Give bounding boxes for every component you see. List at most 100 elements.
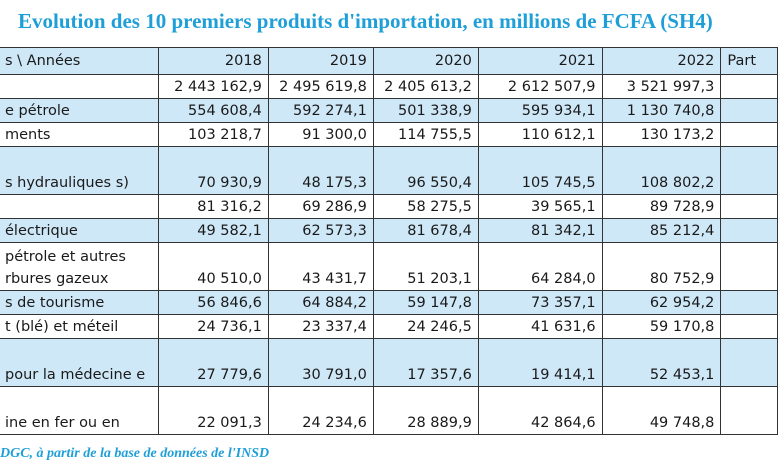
value-cell: 81 342,1 bbox=[477, 218, 603, 243]
value-cell: 80 752,9 bbox=[601, 242, 722, 291]
share-cell bbox=[720, 386, 778, 435]
header-cell-year: 2018 bbox=[157, 47, 269, 75]
value-cell: 554 608,4 bbox=[157, 98, 269, 123]
value-cell: 24 246,5 bbox=[372, 314, 479, 339]
value-cell: 130 173,2 bbox=[601, 122, 722, 147]
value-cell: 24 234,6 bbox=[267, 386, 374, 435]
value-cell: 64 884,2 bbox=[267, 290, 374, 315]
table-row: 2 443 162,9 2 495 619,8 2 405 613,2 2 612 5… bbox=[0, 74, 778, 99]
header-cell-products: s \ Années bbox=[0, 47, 159, 75]
product-label-cell: t (blé) et méteil bbox=[0, 314, 159, 339]
value-cell: 69 286,9 bbox=[267, 194, 374, 219]
product-label-cell: électrique bbox=[0, 218, 159, 243]
table-row: pétrole et autres rbures gazeux 40 510,0 4… bbox=[0, 242, 778, 291]
value-cell: 2 405 613,2 bbox=[372, 74, 479, 99]
value-cell: 49 582,1 bbox=[157, 218, 269, 243]
value-cell: 56 846,6 bbox=[157, 290, 269, 315]
product-label-cell: s de tourisme bbox=[0, 290, 159, 315]
value-cell: 96 550,4 bbox=[372, 146, 479, 195]
value-cell: 40 510,0 bbox=[157, 242, 269, 291]
header-cell-share: Part bbox=[720, 47, 778, 75]
table-row: ine en fer ou en 22 091,3 24 234,6 28 889,9… bbox=[0, 386, 778, 435]
value-cell: 592 274,1 bbox=[267, 98, 374, 123]
product-label-cell: ine en fer ou en bbox=[0, 386, 159, 435]
value-cell: 1 130 740,8 bbox=[601, 98, 722, 123]
value-cell: 73 357,1 bbox=[477, 290, 603, 315]
value-cell: 81 678,4 bbox=[372, 218, 479, 243]
value-cell: 62 573,3 bbox=[267, 218, 374, 243]
product-label-cell: pétrole et autres rbures gazeux bbox=[0, 242, 159, 291]
value-cell: 62 954,2 bbox=[601, 290, 722, 315]
value-cell: 19 414,1 bbox=[477, 338, 603, 387]
value-cell: 595 934,1 bbox=[477, 98, 603, 123]
product-label-cell: s hydrauliques s) bbox=[0, 146, 159, 195]
table-row: ments 103 218,7 91 300,0 114 755,5 110 612,1… bbox=[0, 122, 778, 147]
share-cell bbox=[720, 122, 778, 147]
value-cell: 51 203,1 bbox=[372, 242, 479, 291]
value-cell: 59 170,8 bbox=[601, 314, 722, 339]
value-cell: 108 802,2 bbox=[601, 146, 722, 195]
table-row: 81 316,2 69 286,9 58 275,5 39 565,1 89 728,9 bbox=[0, 194, 778, 219]
value-cell: 2 495 619,8 bbox=[267, 74, 374, 99]
imports-table: s \ Années 2018 2019 2020 2021 2022 Part… bbox=[0, 47, 778, 435]
product-label-cell: e pétrole bbox=[0, 98, 159, 123]
value-cell: 58 275,5 bbox=[372, 194, 479, 219]
share-cell bbox=[720, 338, 778, 387]
table-row: s hydrauliques s) 70 930,9 48 175,3 96 550,… bbox=[0, 146, 778, 195]
value-cell: 2 443 162,9 bbox=[157, 74, 269, 99]
table-row: pour la médecine e 27 779,6 30 791,0 17 357… bbox=[0, 338, 778, 387]
value-cell: 114 755,5 bbox=[372, 122, 479, 147]
value-cell: 49 748,8 bbox=[601, 386, 722, 435]
value-cell: 23 337,4 bbox=[267, 314, 374, 339]
table-title-text: Evolution des 10 premiers produits d'imp… bbox=[18, 9, 713, 33]
value-cell: 105 745,5 bbox=[477, 146, 603, 195]
value-cell: 501 338,9 bbox=[372, 98, 479, 123]
value-cell: 27 779,6 bbox=[157, 338, 269, 387]
product-label-cell: pour la médecine e bbox=[0, 338, 159, 387]
value-cell: 42 864,6 bbox=[477, 386, 603, 435]
table-title: Evolution des 10 premiers produits d'imp… bbox=[0, 6, 780, 36]
share-cell bbox=[720, 74, 778, 99]
value-cell: 28 889,9 bbox=[372, 386, 479, 435]
value-cell: 48 175,3 bbox=[267, 146, 374, 195]
value-cell: 52 453,1 bbox=[601, 338, 722, 387]
value-cell: 64 284,0 bbox=[477, 242, 603, 291]
share-cell bbox=[720, 242, 778, 291]
value-cell: 85 212,4 bbox=[601, 218, 722, 243]
value-cell: 22 091,3 bbox=[157, 386, 269, 435]
share-cell bbox=[720, 194, 778, 219]
product-label-cell bbox=[0, 74, 159, 99]
header-cell-year: 2022 bbox=[601, 47, 722, 75]
value-cell: 43 431,7 bbox=[267, 242, 374, 291]
source-note: DGC, à partir de la base de données de l… bbox=[0, 446, 270, 461]
table-row: e pétrole 554 608,4 592 274,1 501 338,9 595 … bbox=[0, 98, 778, 123]
table-body: s \ Années 2018 2019 2020 2021 2022 Part… bbox=[0, 47, 778, 435]
value-cell: 41 631,6 bbox=[477, 314, 603, 339]
table-row: t (blé) et méteil 24 736,1 23 337,4 24 246,… bbox=[0, 314, 778, 339]
value-cell: 89 728,9 bbox=[601, 194, 722, 219]
value-cell: 59 147,8 bbox=[372, 290, 479, 315]
product-label-cell bbox=[0, 194, 159, 219]
share-cell bbox=[720, 314, 778, 339]
header-cell-year: 2020 bbox=[372, 47, 479, 75]
value-cell: 3 521 997,3 bbox=[601, 74, 722, 99]
value-cell: 110 612,1 bbox=[477, 122, 603, 147]
value-cell: 39 565,1 bbox=[477, 194, 603, 219]
value-cell: 103 218,7 bbox=[157, 122, 269, 147]
value-cell: 91 300,0 bbox=[267, 122, 374, 147]
table-row: électrique 49 582,1 62 573,3 81 678,4 81 342… bbox=[0, 218, 778, 243]
value-cell: 70 930,9 bbox=[157, 146, 269, 195]
header-row: s \ Années 2018 2019 2020 2021 2022 Part bbox=[0, 47, 778, 75]
table-row: s de tourisme 56 846,6 64 884,2 59 147,8 73 … bbox=[0, 290, 778, 315]
share-cell bbox=[720, 146, 778, 195]
value-cell: 24 736,1 bbox=[157, 314, 269, 339]
share-cell bbox=[720, 290, 778, 315]
value-cell: 30 791,0 bbox=[267, 338, 374, 387]
value-cell: 2 612 507,9 bbox=[477, 74, 603, 99]
value-cell: 81 316,2 bbox=[157, 194, 269, 219]
header-cell-year: 2021 bbox=[477, 47, 603, 75]
share-cell bbox=[720, 218, 778, 243]
header-cell-year: 2019 bbox=[267, 47, 374, 75]
share-cell bbox=[720, 98, 778, 123]
product-label-cell: ments bbox=[0, 122, 159, 147]
